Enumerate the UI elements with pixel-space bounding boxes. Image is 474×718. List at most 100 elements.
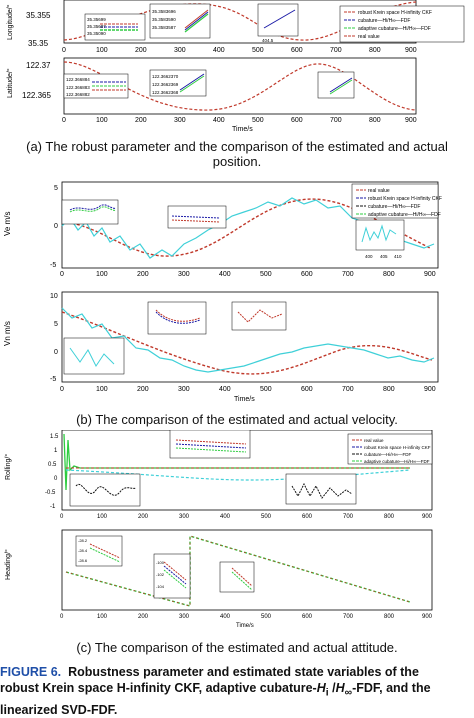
panel-b-velocity: Ve m/s 5 0 -5 400 405 410 real value rob… (3, 181, 442, 403)
vn-axes (61, 291, 439, 383)
svg-text:500: 500 (260, 271, 272, 278)
figure-label: FIGURE 6. (0, 665, 62, 679)
heading-inset-2-tick-c: -104 (156, 584, 165, 589)
ve-ytick-0: 0 (54, 223, 58, 230)
svg-text:0: 0 (60, 614, 64, 620)
legend-a-item-1: cubature—Hi/H∞—FDF (358, 18, 410, 24)
legend-b-item-1: robust Krein space H-infinity CKF (368, 196, 442, 202)
heading-inset-1-tick-c: -28.6 (78, 558, 88, 563)
heading-inset-2-tick-b: -102 (156, 572, 165, 577)
heading-xticks: 0 100 200 300 400 500 600 700 800 900 (60, 614, 433, 620)
ve-ylabel: Ve m/s (3, 212, 12, 236)
latitude-inset-3 (317, 71, 355, 99)
svg-text:400: 400 (220, 614, 231, 620)
svg-text:300: 300 (178, 271, 190, 278)
figure-caption: FIGURE 6. Robustness parameter and estim… (0, 664, 474, 718)
longitude-inset-2-tick-c: 35.3583587 (152, 25, 176, 30)
legend-c-item-0: real value (364, 438, 384, 443)
vn-inset-3 (231, 301, 287, 331)
svg-text:700: 700 (342, 271, 354, 278)
ve-inset-3-tick-a: 400 (365, 254, 373, 259)
svg-text:400: 400 (220, 514, 231, 520)
legend-a-item-3: real value (358, 34, 380, 40)
figure-caption-line2: robust Krein space H-infinity CKF, adapt… (0, 681, 317, 695)
svg-text:600: 600 (291, 47, 303, 54)
rolling-ylabel: Rolling/° (4, 454, 12, 480)
heading-ylabel: Heading/° (4, 549, 12, 580)
svg-text:200: 200 (138, 514, 149, 520)
longitude-ytick-bottom: 35.35 (28, 39, 49, 48)
legend-c-item-3: adaptive cubature—Hi/H∞—FDF (364, 459, 430, 464)
svg-text:900: 900 (424, 386, 436, 393)
longitude-inset-3-tick: 404.5 (262, 38, 274, 43)
ve-axes (61, 181, 439, 269)
vn-xticks: 0 100 200 300 400 500 600 700 800 900 (60, 386, 436, 393)
svg-text:800: 800 (384, 614, 395, 620)
svg-text:800: 800 (383, 386, 395, 393)
svg-text:0: 0 (62, 117, 66, 124)
ve-ytick-neg5: -5 (50, 262, 56, 269)
legend-c-item-1: robust Krein space H-infinity CKF (364, 445, 431, 450)
vn-xlabel: Time/s (234, 396, 255, 403)
subcaption-a-line1: (a) The robust parameter and the compari… (26, 139, 448, 154)
figure-caption-line1: Robustness parameter and estimated state… (68, 665, 419, 679)
svg-text:700: 700 (343, 514, 354, 520)
heading-axes (61, 529, 433, 611)
svg-text:500: 500 (261, 514, 272, 520)
svg-text:100: 100 (96, 47, 108, 54)
legend-b-item-0: real value (368, 188, 390, 194)
longitude-ytick-top: 35.355 (26, 11, 51, 20)
svg-text:0: 0 (60, 271, 64, 278)
vn-real-line (61, 311, 433, 375)
svg-text:500: 500 (260, 386, 272, 393)
ve-xticks: 0 100 200 300 400 500 600 700 800 900 (60, 271, 436, 278)
heading-xlabel: Time/s (236, 623, 254, 629)
svg-text:300: 300 (174, 47, 186, 54)
svg-text:900: 900 (422, 614, 433, 620)
subcaption-b: (b) The comparison of the estimated and … (76, 412, 398, 427)
subcaption-c: (c) The comparison of the estimated and … (76, 640, 398, 655)
svg-text:500: 500 (261, 614, 272, 620)
vn-ytick-10: 10 (50, 293, 58, 300)
longitude-inset-1-tick-a: 35.35699 (87, 17, 106, 22)
svg-text:100: 100 (97, 614, 108, 620)
heading-inset-1-tick-a: -28.2 (78, 538, 88, 543)
rolling-ytick-neg1: -1 (50, 504, 56, 510)
latitude-ytick-bottom: 122.365 (22, 91, 51, 100)
figure-caption-line2-end: -FDF, and the (352, 681, 431, 695)
rolling-ytick-0: 0 (54, 476, 58, 482)
svg-text:0: 0 (60, 514, 64, 520)
legend-c-item-2: cubature—Hi/H∞—FDF (364, 452, 411, 457)
svg-text:900: 900 (424, 271, 436, 278)
svg-text:800: 800 (384, 514, 395, 520)
longitude-inset-1-tick-b: 35.35607 (87, 24, 106, 29)
latitude-inset-2-tick-c: 122.3662368 (152, 90, 179, 95)
svg-text:700: 700 (343, 614, 354, 620)
svg-text:600: 600 (302, 614, 313, 620)
vn-ytick-neg5: -5 (50, 376, 56, 383)
svg-text:500: 500 (252, 47, 264, 54)
vn-ytick-5: 5 (54, 321, 58, 328)
svg-text:700: 700 (330, 117, 342, 124)
rolling-xticks: 0 100 200 300 400 500 600 700 800 900 (60, 514, 433, 520)
latitude-ylabel: Latitude/° (6, 68, 14, 98)
longitude-inset-2-tick-a: 35.3583696 (152, 9, 176, 14)
legend-b-item-2: cubature—Hi/H∞—FDF (368, 204, 420, 210)
svg-text:400: 400 (213, 47, 225, 54)
panel-c-attitude: Rolling/° 1.5 1 0.5 0 -0.5 -1 real value… (4, 430, 433, 629)
caption-mid: / (328, 681, 336, 695)
svg-text:200: 200 (137, 386, 149, 393)
caption-hi-sub: i (325, 687, 329, 699)
ve-inset-3-tick-c: 410 (394, 254, 402, 259)
svg-text:800: 800 (369, 117, 381, 124)
ve-real-line (61, 198, 431, 257)
latitude-inset-2 (149, 69, 207, 97)
longitude-inset-2-tick-b: 35.3583590 (152, 17, 176, 22)
svg-text:0: 0 (60, 386, 64, 393)
svg-text:200: 200 (138, 614, 149, 620)
rolling-axes (61, 430, 433, 511)
latitude-xticks: 0 100 200 300 400 500 600 700 800 900 (62, 117, 417, 124)
svg-text:200: 200 (137, 271, 149, 278)
latitude-ytick-top: 122.37 (26, 61, 51, 70)
longitude-ylabel: Longitude/° (6, 4, 14, 40)
